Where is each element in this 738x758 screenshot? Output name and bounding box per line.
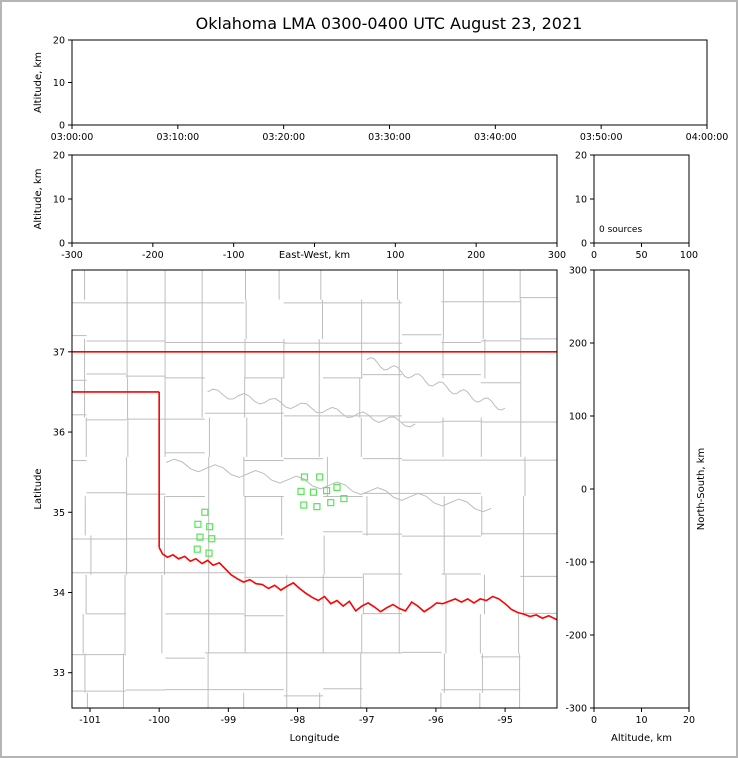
lma-station-marker bbox=[333, 483, 341, 491]
y-tick-label: 20 bbox=[575, 151, 587, 162]
source-count-annotation: 0 sources bbox=[599, 225, 642, 235]
panel-time-altitude: 03:00:00 03:10:00 03:20:00 03:30:00 03:40:00… bbox=[33, 36, 728, 144]
lma-station-marker bbox=[196, 533, 204, 541]
x-tick-label: -95 bbox=[497, 715, 513, 726]
y-tick-label: 0 bbox=[59, 239, 65, 250]
x-tick-label: 03:50:00 bbox=[580, 132, 623, 143]
lma-station-marker bbox=[313, 503, 321, 511]
y-tick-label: 10 bbox=[53, 78, 65, 89]
x-tick-label: 100 bbox=[680, 250, 698, 261]
y-axis-label: North-South, km bbox=[696, 448, 707, 531]
y-tick-label: 20 bbox=[53, 151, 65, 162]
river-county-line bbox=[207, 388, 416, 428]
lma-station-marker bbox=[316, 473, 324, 481]
x-tick-label: -97 bbox=[359, 715, 375, 726]
x-tick-label: 04:00:00 bbox=[686, 132, 729, 143]
x-tick-label: 20 bbox=[683, 715, 695, 726]
y-tick-label: 0 bbox=[581, 239, 587, 250]
y-tick-label: 37 bbox=[53, 347, 65, 358]
river-county-line bbox=[165, 458, 492, 513]
x-tick-label: 200 bbox=[467, 250, 485, 261]
y-tick-label: -300 bbox=[565, 704, 587, 715]
y-tick-label: 36 bbox=[53, 428, 65, 439]
figure-title: Oklahoma LMA 0300-0400 UTC August 23, 20… bbox=[196, 14, 583, 33]
x-tick-label: 03:10:00 bbox=[156, 132, 199, 143]
lma-station-marker bbox=[297, 487, 305, 496]
y-tick-label: -100 bbox=[565, 558, 587, 569]
panel-altitude-histogram: 0 50 100 0 10 20 0 sources bbox=[575, 151, 698, 262]
x-axis-label: Longitude bbox=[290, 733, 340, 744]
y-tick-label: 33 bbox=[53, 668, 65, 679]
axes-frame bbox=[593, 269, 690, 709]
panel-northsouth-altitude: 0 10 20 300 200 100 0 -100 -200 -300 Altitude, km N… bbox=[565, 266, 707, 745]
axes-frame bbox=[593, 154, 690, 244]
y-tick-label: -200 bbox=[565, 631, 587, 642]
x-tick-label: -99 bbox=[221, 715, 237, 726]
axes-frame bbox=[71, 39, 708, 126]
lma-station-marker bbox=[205, 549, 213, 557]
y-axis-label: Altitude, km bbox=[33, 169, 44, 230]
x-tick-label: 03:00:00 bbox=[51, 132, 94, 143]
axes-frame bbox=[71, 154, 558, 244]
y-tick-label: 34 bbox=[53, 588, 65, 599]
panel-eastwest-altitude: -300 -200 -100 100 200 300 East-West, km 0 10 20 A… bbox=[33, 151, 566, 262]
y-tick-label: 300 bbox=[569, 266, 587, 277]
x-tick-label: 03:40:00 bbox=[474, 132, 517, 143]
lma-station-marker bbox=[340, 495, 348, 503]
river-county-line bbox=[366, 357, 506, 411]
lma-station-marker bbox=[193, 545, 201, 553]
y-tick-label: 200 bbox=[569, 339, 587, 350]
lma-station-marker bbox=[208, 535, 216, 543]
x-tick-label: -96 bbox=[428, 715, 444, 726]
lma-station-marker bbox=[309, 488, 318, 496]
y-tick-label: 0 bbox=[581, 485, 587, 496]
x-tick-label: 300 bbox=[548, 250, 566, 261]
x-tick-label: -100 bbox=[223, 250, 245, 261]
y-tick-label: 10 bbox=[575, 195, 587, 206]
x-tick-label: -98 bbox=[290, 715, 306, 726]
lma-station-marker bbox=[327, 499, 335, 507]
y-axis-label: Altitude, km bbox=[33, 52, 44, 113]
y-tick-label: 100 bbox=[569, 412, 587, 423]
x-axis-label: East-West, km bbox=[279, 250, 350, 261]
x-tick-label: 0 bbox=[591, 250, 597, 261]
lma-station-marker bbox=[300, 473, 309, 481]
x-tick-label: 0 bbox=[591, 715, 597, 726]
y-tick-label: 35 bbox=[53, 508, 65, 519]
x-axis-label: Altitude, km bbox=[611, 733, 672, 744]
x-tick-label: -300 bbox=[61, 250, 83, 261]
x-tick-label: 03:20:00 bbox=[262, 132, 305, 143]
x-tick-label: 03:30:00 bbox=[368, 132, 411, 143]
panel-plan-view-map: -101 -100 -99 -98 -97 -96 -95 33 34 35 36 37 Longitu… bbox=[33, 269, 558, 744]
x-tick-label: -101 bbox=[79, 715, 101, 726]
y-tick-label: 0 bbox=[59, 121, 65, 132]
y-tick-label: 10 bbox=[53, 195, 65, 206]
x-tick-label: -200 bbox=[142, 250, 164, 261]
y-tick-label: 20 bbox=[53, 36, 65, 47]
y-axis-label: Latitude bbox=[33, 468, 44, 509]
axes-frame bbox=[71, 269, 558, 709]
lma-station-marker bbox=[201, 508, 209, 516]
lma-station-marker bbox=[300, 501, 308, 509]
state-border-red-river bbox=[158, 547, 557, 621]
x-tick-label: 10 bbox=[635, 715, 647, 726]
lma-station-marker bbox=[323, 487, 331, 495]
lma-station-marker bbox=[194, 520, 202, 528]
x-tick-label: 100 bbox=[386, 250, 404, 261]
x-tick-label: 50 bbox=[635, 250, 647, 261]
x-tick-label: -100 bbox=[148, 715, 170, 726]
lma-station-marker bbox=[206, 523, 214, 531]
map-content bbox=[72, 270, 557, 708]
